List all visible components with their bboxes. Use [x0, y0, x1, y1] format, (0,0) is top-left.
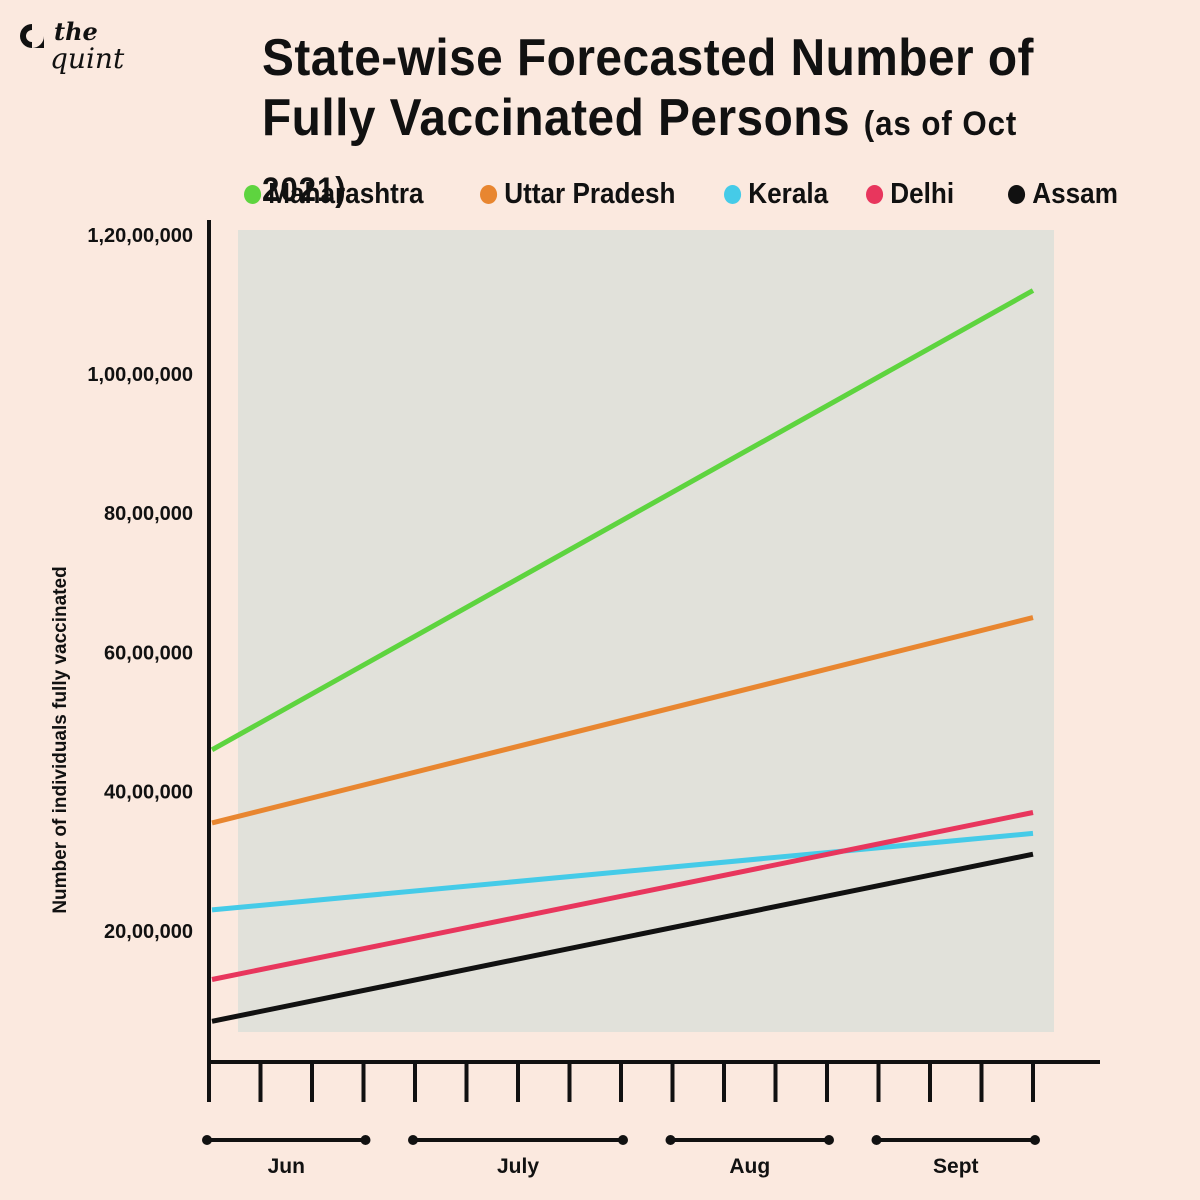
- series-line-delhi: [211, 810, 1034, 982]
- y-tick-label-1-00-00-000: 1,00,00,000: [87, 364, 193, 386]
- month-layer: Jun July Aug Sept: [202, 1135, 1040, 1178]
- legend-dot-uttar-pradesh: [480, 185, 498, 204]
- y-tick-label-80-00-000: 80,00,000: [104, 503, 193, 525]
- legend-dot-maharashtra: [244, 185, 262, 204]
- y-tick-label-1-20-00-000: 1,20,00,000: [87, 225, 193, 247]
- y-tick-layer: 20,00,000 40,00,000 60,00,000 80,00,000 1,00…: [87, 225, 193, 943]
- legend-item-delhi: Delhi: [866, 178, 954, 211]
- month-label-july: July: [497, 1155, 539, 1178]
- legend-dot-kerala: [724, 185, 742, 204]
- y-tick-label-20-00-000: 20,00,000: [104, 921, 193, 943]
- chart-title-main: State-wise Forecasted Number of Fully Va…: [262, 29, 1034, 147]
- y-tick-label-60-00-000: 60,00,000: [104, 642, 193, 664]
- month-range-end-jun: [360, 1135, 371, 1145]
- month-range-start-july: [408, 1135, 418, 1145]
- quint-logo-icon: [20, 24, 44, 48]
- legend-dot-delhi: [866, 185, 884, 204]
- series-line-assam: [211, 851, 1034, 1024]
- month-range-end-july: [618, 1135, 628, 1145]
- legend-label-assam: Assam: [1032, 178, 1118, 210]
- logo-the: the: [54, 17, 98, 46]
- legend-item-maharashtra: Maharashtra: [244, 178, 424, 211]
- series-line-uttar-pradesh: [211, 615, 1034, 826]
- x-tick-layer: [207, 1062, 1035, 1102]
- the-quint-logo: the quint: [14, 14, 124, 84]
- y-axis-label: Number of individuals fully vaccinated: [50, 566, 71, 913]
- plot-background: [238, 230, 1054, 1032]
- legend-label-kerala: Kerala: [748, 178, 829, 210]
- series-line-kerala: [211, 830, 1034, 913]
- chart-subtitle: (as of Oct 2021): [262, 105, 1018, 209]
- month-label-sept: Sept: [933, 1155, 979, 1178]
- month-range-start-aug: [665, 1135, 676, 1145]
- month-range-end-aug: [824, 1135, 834, 1145]
- month-range-start-sept: [871, 1135, 882, 1145]
- legend-label-delhi: Delhi: [890, 178, 955, 210]
- chart-title: State-wise Forecasted Number of Fully Va…: [262, 28, 1108, 220]
- month-range-start-jun: [202, 1135, 212, 1145]
- logo-quint: quint: [50, 42, 125, 75]
- legend-dot-assam: [1008, 185, 1026, 204]
- legend-label-maharashtra: Maharashtra: [268, 178, 424, 210]
- series-line-maharashtra: [210, 288, 1035, 752]
- month-label-aug: Aug: [729, 1155, 770, 1178]
- legend: Maharashtra Uttar Pradesh Kerala Delhi A…: [240, 178, 1140, 218]
- y-tick-label-40-00-000: 40,00,000: [104, 782, 193, 804]
- series-layer: [210, 288, 1035, 1024]
- legend-item-kerala: Kerala: [724, 178, 828, 211]
- legend-label-uttar-pradesh: Uttar Pradesh: [504, 178, 676, 210]
- month-range-end-sept: [1030, 1135, 1040, 1145]
- legend-item-assam: Assam: [1008, 178, 1118, 211]
- legend-item-uttar-pradesh: Uttar Pradesh: [480, 178, 675, 211]
- month-label-jun: Jun: [268, 1155, 305, 1178]
